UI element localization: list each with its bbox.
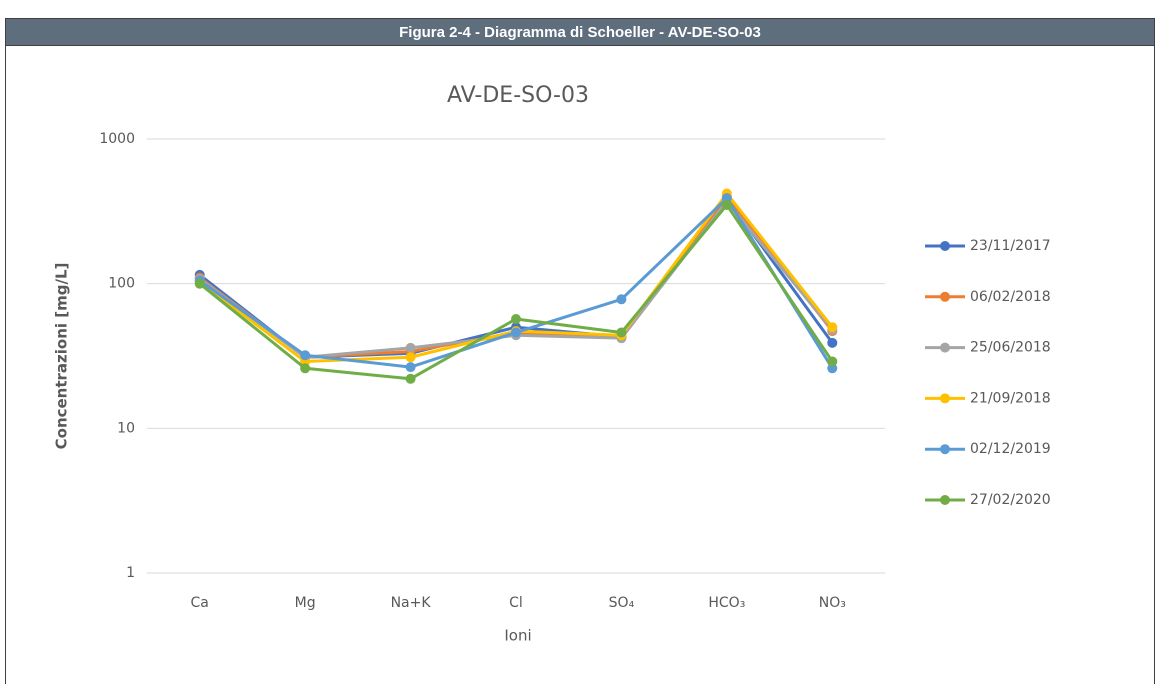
y-tick-label: 100: [108, 276, 135, 292]
legend-marker: [940, 241, 950, 251]
data-point: [194, 278, 205, 289]
legend-marker: [940, 495, 950, 505]
data-point: [405, 352, 416, 363]
legend-label: 27/02/2020: [970, 492, 1051, 508]
data-point: [405, 362, 416, 373]
legend-label: 06/02/2018: [970, 289, 1051, 305]
data-point: [511, 327, 521, 338]
data-point: [405, 373, 416, 384]
data-point: [511, 313, 521, 324]
x-tick-label: NO₃: [819, 595, 846, 611]
x-axis-label: Ioni: [504, 627, 531, 645]
data-point: [827, 337, 838, 348]
data-point: [300, 363, 311, 374]
data-point: [721, 199, 732, 210]
legend-label: 21/09/2018: [970, 390, 1051, 406]
legend-marker: [940, 444, 950, 455]
x-tick-label: SO₄: [609, 595, 635, 611]
data-point: [405, 342, 416, 353]
data-point: [827, 363, 838, 374]
legend-label: 23/11/2017: [970, 238, 1051, 254]
header-title: Figura 2-4 - Diagramma di Schoeller - AV…: [399, 24, 761, 41]
legend-label: 02/12/2019: [970, 441, 1051, 457]
x-tick-label: Ca: [191, 595, 209, 611]
frame: [5, 18, 1155, 688]
legend-label: 25/06/2018: [970, 340, 1051, 356]
y-tick-label: 1000: [99, 131, 135, 147]
x-tick-label: Mg: [295, 595, 316, 611]
data-point: [827, 322, 838, 333]
legend-marker: [940, 291, 950, 302]
data-point: [300, 350, 311, 361]
header-bar: [5, 18, 1155, 46]
x-tick-label: Cl: [509, 595, 523, 611]
legend-marker: [940, 342, 950, 353]
data-point: [616, 294, 627, 305]
y-tick-label: 10: [117, 420, 135, 436]
x-tick-label: HCO₃: [708, 595, 745, 611]
legend-marker: [940, 393, 950, 404]
data-point: [827, 356, 838, 367]
chart-title: AV-DE-SO-03: [447, 83, 589, 108]
y-axis-label: Concentrazioni [mg/L]: [53, 263, 71, 450]
y-tick-label: 1: [126, 565, 135, 581]
data-point: [616, 327, 627, 338]
x-tick-label: Na+K: [391, 595, 432, 611]
